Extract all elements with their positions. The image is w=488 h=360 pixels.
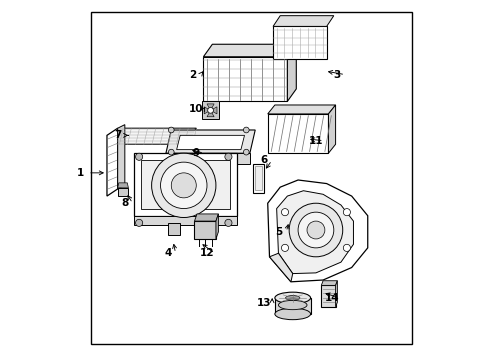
Circle shape <box>343 244 350 251</box>
Polygon shape <box>118 188 128 196</box>
Text: 3: 3 <box>333 69 340 80</box>
Polygon shape <box>165 130 255 153</box>
Polygon shape <box>269 253 292 282</box>
Circle shape <box>207 108 213 113</box>
Text: 6: 6 <box>260 156 267 165</box>
Polygon shape <box>134 153 237 216</box>
Circle shape <box>243 149 248 155</box>
Polygon shape <box>276 191 353 274</box>
Polygon shape <box>118 183 128 188</box>
Ellipse shape <box>278 300 306 310</box>
Polygon shape <box>167 223 180 235</box>
Circle shape <box>281 208 288 216</box>
Polygon shape <box>194 214 218 221</box>
Polygon shape <box>107 128 118 196</box>
Polygon shape <box>267 105 335 114</box>
Circle shape <box>160 162 206 208</box>
Circle shape <box>168 127 174 133</box>
Bar <box>274 298 310 314</box>
Ellipse shape <box>285 296 299 300</box>
Text: 2: 2 <box>189 69 196 80</box>
Circle shape <box>298 212 333 248</box>
Polygon shape <box>201 102 219 119</box>
Polygon shape <box>203 107 210 114</box>
Polygon shape <box>267 180 367 282</box>
Ellipse shape <box>274 292 310 303</box>
Polygon shape <box>194 221 216 239</box>
Text: 8: 8 <box>121 198 128 208</box>
Circle shape <box>168 149 174 155</box>
Polygon shape <box>116 128 196 144</box>
Polygon shape <box>203 44 296 57</box>
Polygon shape <box>272 16 333 26</box>
Circle shape <box>135 153 142 160</box>
Circle shape <box>306 221 324 239</box>
Text: 14: 14 <box>324 293 339 303</box>
Text: 11: 11 <box>308 136 323 146</box>
Polygon shape <box>216 214 218 239</box>
Polygon shape <box>328 105 335 153</box>
Polygon shape <box>287 44 296 102</box>
Polygon shape <box>134 216 237 225</box>
Polygon shape <box>267 114 328 153</box>
Polygon shape <box>253 164 264 193</box>
Text: 5: 5 <box>274 227 282 237</box>
Polygon shape <box>335 281 337 307</box>
Text: 1: 1 <box>77 168 83 178</box>
Circle shape <box>343 208 350 216</box>
Circle shape <box>224 153 231 160</box>
Polygon shape <box>165 153 249 164</box>
Polygon shape <box>272 26 326 59</box>
Text: 13: 13 <box>256 298 271 308</box>
Ellipse shape <box>274 308 310 320</box>
Polygon shape <box>176 135 244 150</box>
Text: 12: 12 <box>199 248 214 258</box>
Circle shape <box>243 127 248 133</box>
Text: 7: 7 <box>114 130 121 140</box>
Circle shape <box>281 244 288 251</box>
Polygon shape <box>206 111 214 117</box>
Polygon shape <box>321 281 337 285</box>
Text: 10: 10 <box>189 104 203 113</box>
Circle shape <box>151 153 216 217</box>
Polygon shape <box>210 107 217 114</box>
Polygon shape <box>321 285 335 307</box>
Circle shape <box>288 203 342 257</box>
Circle shape <box>135 219 142 226</box>
Polygon shape <box>118 125 124 189</box>
Circle shape <box>224 219 231 226</box>
Polygon shape <box>255 166 262 190</box>
Circle shape <box>171 173 196 198</box>
Text: 4: 4 <box>163 248 171 258</box>
Text: 9: 9 <box>192 148 200 158</box>
Polygon shape <box>141 160 230 208</box>
Polygon shape <box>203 57 287 102</box>
Polygon shape <box>206 104 214 111</box>
